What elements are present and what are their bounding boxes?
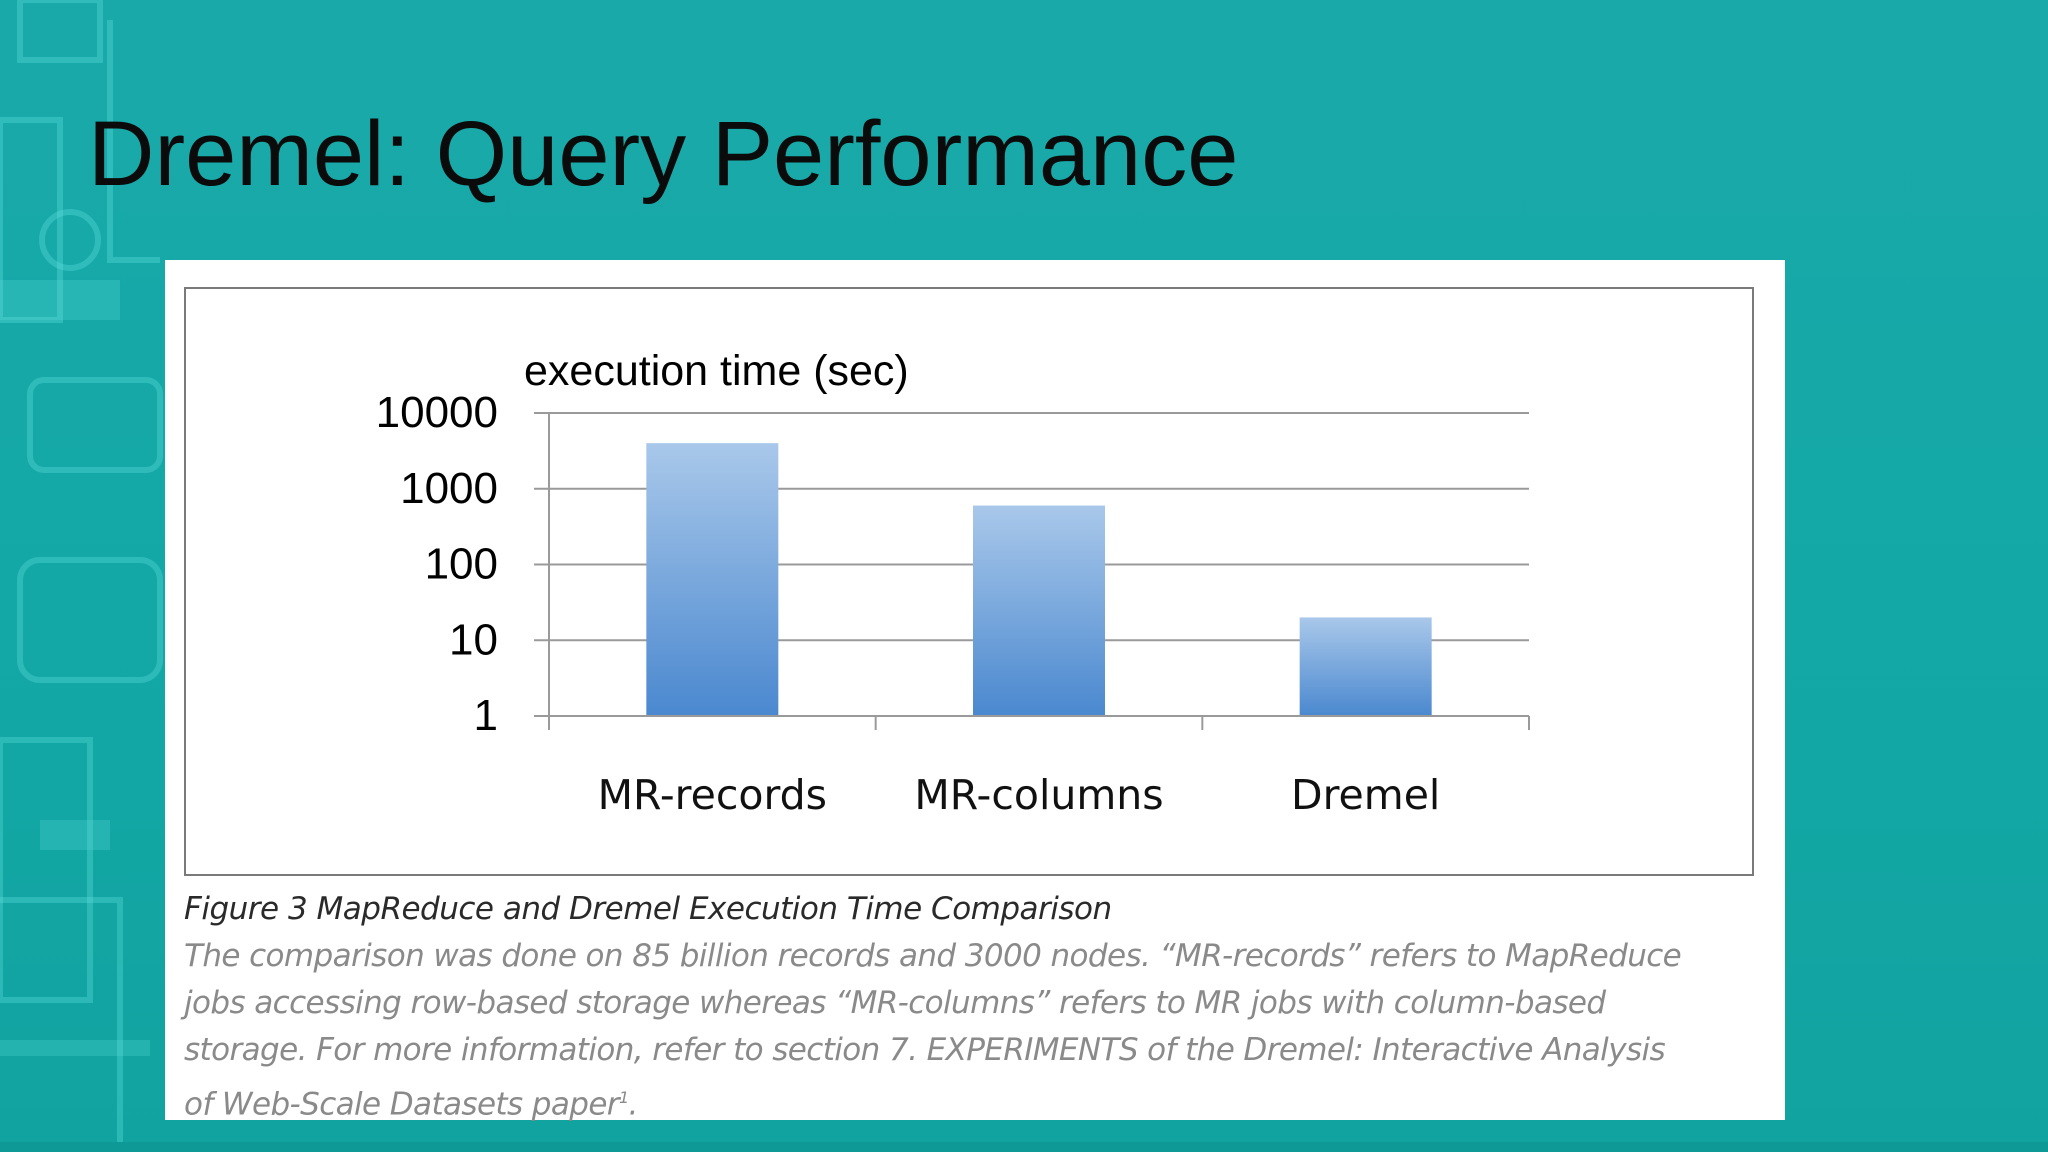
caption-line: storage. For more information, refer to …	[184, 1032, 1666, 1068]
footnote-mark: 1	[618, 1088, 629, 1107]
y-tick-label: 1	[474, 691, 498, 740]
x-category-label: MR-records	[598, 771, 827, 819]
y-tick-label: 100	[425, 540, 498, 589]
caption-line: The comparison was done on 85 billion re…	[184, 938, 1682, 974]
bar-dremel	[1299, 617, 1432, 716]
bar-mr-columns	[973, 505, 1105, 716]
bar-mr-records	[646, 443, 779, 716]
chart-frame: 10000 1000 100 10 1 execution time (sec) MR-re…	[184, 287, 1754, 876]
caption-line: of Web-Scale Datasets paper	[184, 1086, 620, 1123]
caption-title: Figure 3 MapReduce and Dremel Execution …	[184, 891, 1112, 927]
caption-line-last: of Web-Scale Datasets paper1.	[184, 1074, 1764, 1128]
caption-final-period: .	[628, 1086, 639, 1123]
x-category-label: MR-columns	[914, 771, 1163, 819]
figure-card: 10000 1000 100 10 1 execution time (sec) MR-re…	[165, 260, 1785, 1122]
caption-body: The comparison was done on 85 billion re…	[184, 933, 1764, 1128]
y-axis-title: execution time (sec)	[524, 347, 909, 395]
y-tick-label: 1000	[400, 464, 498, 513]
y-tick-label: 10000	[376, 388, 498, 437]
caption-line: jobs accessing row-based storage whereas…	[184, 985, 1606, 1021]
footer-band	[0, 1142, 2048, 1152]
figure-caption: Figure 3 MapReduce and Dremel Execution …	[184, 886, 1764, 1128]
bar-chart: 10000 1000 100 10 1 execution time (sec) MR-re…	[376, 347, 1530, 819]
y-tick-label: 10	[449, 615, 498, 664]
slide-title: Dremel: Query Performance	[88, 103, 1239, 205]
x-category-label: Dremel	[1291, 771, 1440, 819]
